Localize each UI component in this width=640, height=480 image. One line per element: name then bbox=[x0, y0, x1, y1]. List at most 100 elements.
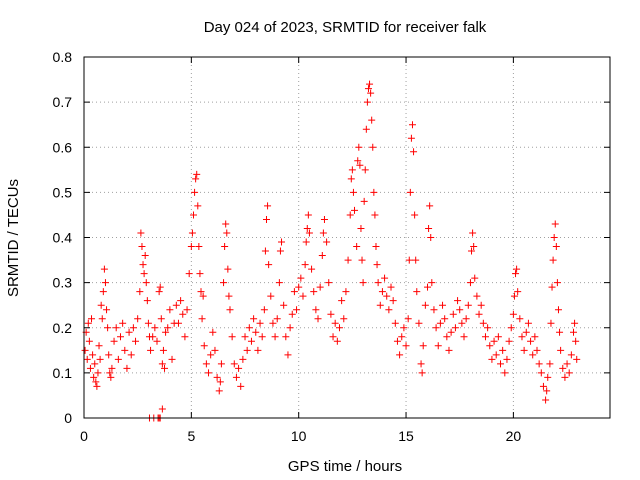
data-point bbox=[310, 288, 318, 296]
data-point bbox=[188, 229, 196, 237]
data-point bbox=[460, 333, 468, 341]
data-point bbox=[520, 346, 528, 354]
data-point bbox=[161, 364, 169, 372]
data-point bbox=[269, 319, 277, 327]
data-point bbox=[207, 351, 215, 359]
data-point bbox=[509, 310, 517, 318]
data-point bbox=[436, 319, 444, 327]
data-point bbox=[543, 387, 551, 395]
data-point bbox=[393, 337, 401, 345]
data-point bbox=[529, 351, 537, 359]
data-point bbox=[351, 206, 359, 214]
data-point bbox=[293, 306, 301, 314]
data-point bbox=[549, 256, 557, 264]
data-point bbox=[110, 337, 118, 345]
data-point bbox=[142, 279, 150, 287]
data-point bbox=[282, 333, 290, 341]
data-point bbox=[488, 355, 496, 363]
y-tick-label: 0.7 bbox=[53, 94, 73, 110]
data-point bbox=[425, 224, 433, 232]
data-points bbox=[81, 80, 581, 422]
data-point bbox=[550, 234, 558, 241]
data-point bbox=[241, 333, 249, 341]
data-point bbox=[475, 310, 483, 318]
data-point bbox=[563, 360, 571, 368]
x-tick-label: 15 bbox=[398, 428, 414, 444]
data-point bbox=[535, 360, 543, 368]
data-point bbox=[88, 315, 96, 323]
data-point bbox=[308, 265, 316, 273]
data-point bbox=[99, 288, 107, 296]
data-point bbox=[316, 283, 324, 291]
data-point bbox=[398, 333, 406, 341]
data-point bbox=[464, 301, 472, 309]
data-point bbox=[89, 351, 97, 359]
data-point bbox=[151, 324, 159, 332]
data-point bbox=[187, 243, 195, 251]
data-point bbox=[494, 333, 502, 341]
data-point bbox=[179, 310, 187, 318]
data-point bbox=[235, 364, 243, 372]
chart-title: Day 024 of 2023, SRMTID for receiver fal… bbox=[204, 19, 487, 36]
data-point bbox=[149, 333, 157, 341]
data-point bbox=[90, 373, 98, 381]
data-point bbox=[451, 324, 459, 332]
data-point bbox=[512, 270, 520, 278]
data-point bbox=[340, 315, 348, 323]
data-point bbox=[389, 297, 397, 305]
data-point bbox=[333, 337, 341, 345]
data-point bbox=[373, 261, 381, 269]
data-point bbox=[223, 229, 231, 237]
y-tick-label: 0.6 bbox=[53, 139, 73, 155]
data-point bbox=[527, 337, 535, 345]
data-point bbox=[344, 256, 352, 264]
data-point bbox=[81, 346, 89, 354]
data-point bbox=[84, 319, 92, 327]
data-point bbox=[153, 337, 161, 345]
x-tick-label: 0 bbox=[80, 428, 88, 444]
data-point bbox=[104, 324, 112, 332]
data-point bbox=[331, 319, 339, 327]
data-point bbox=[507, 324, 515, 332]
data-point bbox=[222, 220, 230, 228]
data-point bbox=[424, 283, 432, 291]
data-point bbox=[432, 324, 440, 332]
data-point bbox=[157, 315, 165, 323]
data-point bbox=[510, 292, 518, 300]
data-point bbox=[505, 337, 513, 345]
data-point bbox=[481, 333, 489, 341]
data-point bbox=[185, 270, 193, 278]
data-point bbox=[271, 333, 279, 341]
data-point bbox=[378, 288, 386, 296]
data-point bbox=[490, 337, 498, 345]
data-point bbox=[405, 256, 413, 264]
data-point bbox=[468, 247, 476, 255]
data-point bbox=[299, 292, 307, 300]
data-point bbox=[348, 166, 356, 174]
data-point bbox=[556, 328, 564, 336]
data-point bbox=[410, 148, 418, 156]
data-point bbox=[98, 315, 106, 323]
data-point bbox=[164, 324, 172, 332]
data-point bbox=[353, 243, 361, 251]
data-point bbox=[415, 319, 423, 327]
data-point bbox=[447, 328, 455, 336]
data-point bbox=[499, 346, 507, 354]
data-point bbox=[144, 319, 152, 327]
data-point bbox=[305, 229, 313, 237]
data-point bbox=[177, 297, 185, 305]
data-point bbox=[97, 301, 105, 309]
data-point bbox=[406, 188, 414, 196]
data-point bbox=[426, 202, 434, 210]
data-point bbox=[531, 333, 539, 341]
data-point bbox=[443, 333, 451, 341]
data-point bbox=[134, 315, 142, 323]
data-point bbox=[250, 315, 258, 323]
data-point bbox=[83, 355, 91, 363]
y-tick-label: 0.3 bbox=[53, 275, 73, 291]
data-point bbox=[276, 247, 284, 255]
data-point bbox=[402, 342, 410, 350]
data-point bbox=[264, 202, 272, 210]
data-point bbox=[325, 279, 333, 287]
